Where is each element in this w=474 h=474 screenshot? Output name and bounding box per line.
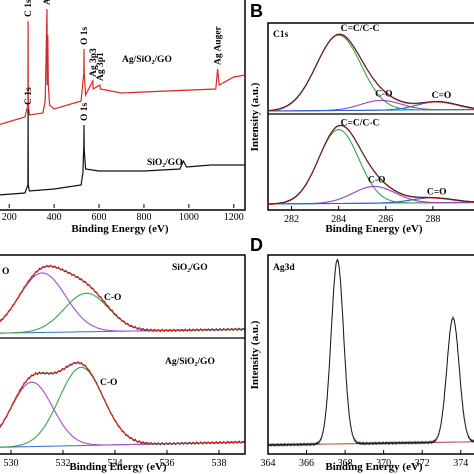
panel-b-annotations: C=C/C-C C-O C=O C=C/C-C C-O C=O (341, 24, 452, 197)
panel-d-x-ticks: 364 366 368 370 372 374 (261, 450, 468, 469)
panel-c-tick-label-3: 536 (160, 458, 175, 469)
panel-b-tick-label-3: 288 (425, 214, 440, 225)
panel-d-spectrum (267, 258, 474, 448)
panel-b-frame (267, 22, 474, 211)
panel-b-tick-label-0: 282 (284, 214, 299, 225)
panel-c-x-label: Binding Energy (eV) (69, 461, 167, 473)
panel-b-top-raw (267, 33, 474, 111)
panel-c-top-co-label: C-O (104, 293, 121, 303)
panel-d-letter: D (250, 235, 263, 255)
panel-c-tick-label-4: 538 (212, 458, 227, 469)
panel-b-letter: B (250, 1, 263, 21)
panel-a-annotation-3: Ag 3p3 (89, 48, 99, 77)
panel-d-spectrum-label: Ag3d (273, 263, 295, 273)
panel-c-o1s: 530 532 534 536 538 SiO₂/GO Ag/SiO₂/GO O C-O… (0, 254, 246, 473)
panel-a-annotation-4: Ag 3p1 (96, 52, 106, 81)
panel-c-top-label: SiO₂/GO (172, 263, 208, 273)
panel-c-bottom-component-1 (0, 366, 245, 448)
panel-c-tick-label-2: 534 (108, 458, 123, 469)
legend-sio2-go: SiO₂/GO (147, 158, 183, 168)
panel-c-top-component-0 (0, 272, 245, 332)
panel-a-annotation-0: C 1s (24, 0, 34, 17)
panel-a-annotation-1: Ag 3d (43, 0, 53, 5)
panel-b-bottom-label-2: C=O (427, 187, 447, 197)
panel-a-x-ticks: 200 400 600 800 1000 1200 (2, 204, 244, 223)
panel-a-series (0, 8, 246, 196)
panel-b-y-label: Intensity (a.u.) (249, 82, 261, 151)
panel-c-top-component-1 (0, 292, 245, 334)
panel-b-spectrum-label: C1s (273, 30, 289, 40)
panel-a-tick-label-0: 200 (2, 212, 17, 223)
panel-d-tick-label-4: 372 (415, 458, 430, 469)
panel-c-x-ticks: 530 532 534 536 538 (4, 450, 227, 469)
panel-b-bottom-label-1: C-O (368, 176, 385, 186)
panel-b-x-label: Binding Energy (eV) (325, 223, 423, 235)
panel-a-series-1 (0, 108, 245, 196)
legend-ag-sio2-go: Ag/SiO₂/GO (122, 55, 172, 65)
panel-c-bottom-raw (0, 361, 245, 446)
panel-a-x-label: Binding Energy (eV) (71, 223, 169, 235)
panel-c-bottom-co-label: C-O (100, 378, 117, 388)
panel-b-top-label-2: C=O (432, 91, 452, 101)
panel-a-annotation-2: O 1s (80, 26, 90, 45)
panel-b-c1s: B C1s 282 284 286 288 C=C/C-CC-O C=OC=C/C-CC… (249, 1, 474, 235)
panel-d-tick-label-2: 368 (338, 458, 353, 469)
panel-b-bottom-raw (268, 124, 474, 205)
panel-a-frame (0, 0, 246, 211)
panel-a-tick-label-1: 400 (47, 212, 62, 223)
panel-a-tick-label-2: 600 (92, 212, 107, 223)
panel-c-bottom-label: Ag/SiO₂/GO (165, 357, 215, 367)
panel-b-bottom-label-0: C=C/C-C (341, 118, 380, 128)
panel-a-annotation-7: O 1s (80, 102, 90, 121)
panel-b-tick-label-1: 284 (331, 214, 346, 225)
panel-d-tick-label-0: 364 (261, 458, 276, 469)
panel-d-spectrum-line (267, 258, 474, 448)
panel-d-y-label: Intensity (a.u.) (249, 320, 261, 389)
panel-c-top-envelope (0, 265, 245, 331)
panel-b-fits (267, 33, 474, 205)
panel-d-tick-label-3: 370 (376, 458, 391, 469)
panel-a-annotation-5: Ag Auger (214, 25, 224, 65)
panel-b-top-label-1: C-O (375, 90, 392, 100)
panel-d-ag3d: D Ag3d 364 366 368 370 372 374 Intensity (a.u… (249, 235, 474, 473)
panel-a-survey: 200 400 600 800 1000 1200 C 1s Ag 3d O 1s Ag 3p3… (0, 0, 246, 235)
panel-c-bottom-envelope (0, 362, 245, 445)
panel-b-x-ticks: 282 284 286 288 (284, 206, 440, 225)
panel-c-fits (0, 264, 245, 448)
panel-a-annotation-6: C 1s (24, 87, 34, 105)
panel-c-tick-label-1: 532 (56, 458, 71, 469)
panel-d-x-label: Binding Energy (eV) (325, 461, 423, 473)
panel-d-tick-label-5: 374 (453, 458, 468, 469)
panel-a-tick-label-3: 800 (136, 212, 151, 223)
panel-d-frame (267, 254, 474, 455)
panel-a-tick-label-5: 1200 (224, 212, 244, 223)
panel-b-top-label-0: C=C/C-C (341, 24, 380, 34)
panel-b-tick-label-2: 286 (378, 214, 393, 225)
panel-c-top-left-label: O (2, 267, 9, 277)
panel-a-tick-label-4: 1000 (179, 212, 199, 223)
panel-d-tick-label-1: 366 (299, 458, 314, 469)
panel-a-series-0 (0, 8, 246, 126)
panel-c-frame (0, 254, 246, 455)
panel-c-tick-label-0: 530 (4, 458, 19, 469)
